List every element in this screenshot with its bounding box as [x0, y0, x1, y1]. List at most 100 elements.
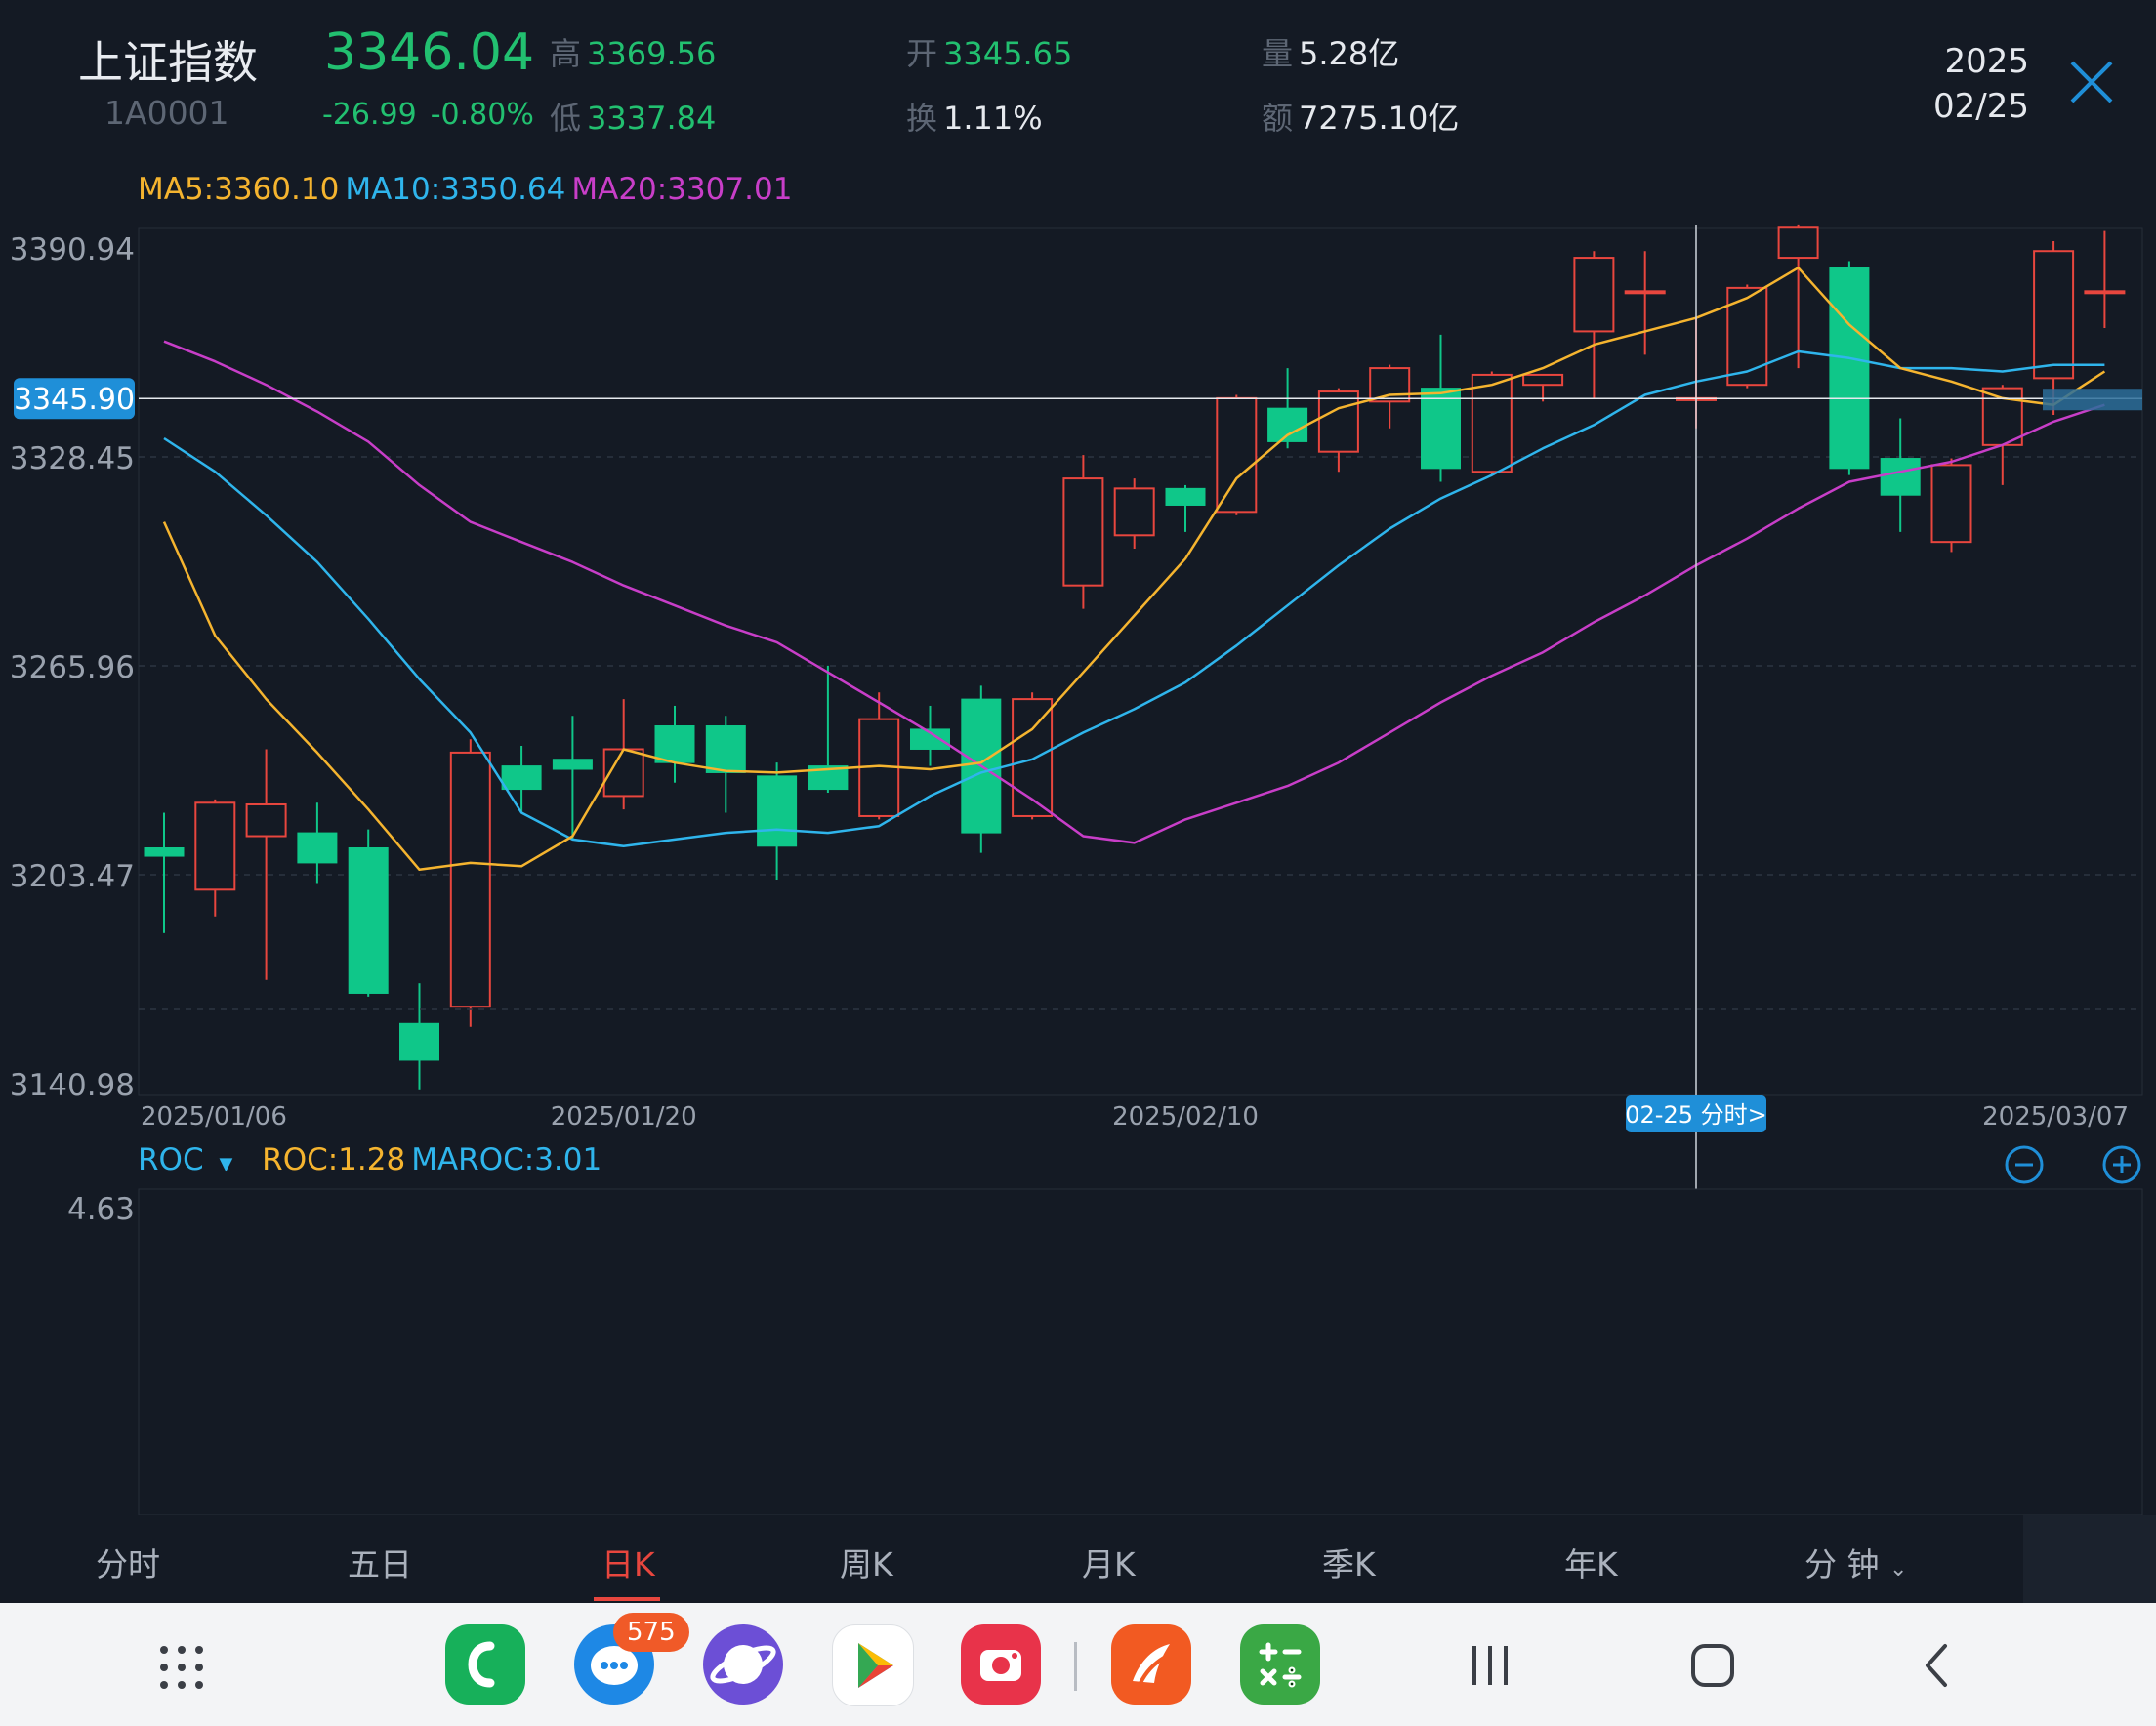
- candle-body-up: [194, 801, 236, 891]
- candle-body-up: [1113, 487, 1155, 537]
- roc-plot-area: [138, 1188, 2143, 1515]
- candle-body-down: [1165, 487, 1206, 506]
- roc-indicator-selector[interactable]: ROC ▼: [138, 1142, 238, 1177]
- candle-body-down: [808, 765, 849, 791]
- tab-monthly-k[interactable]: 月K: [1082, 1545, 1136, 1583]
- candle-body-down: [757, 775, 798, 847]
- x-tick-label: 2025/02/10: [1112, 1102, 1259, 1131]
- stat-open: 开 3345.65: [906, 29, 1072, 74]
- ma5-line: [162, 267, 2106, 872]
- current-price-marker: [2043, 389, 2142, 411]
- stat-high: 高 3369.56: [550, 29, 716, 74]
- candle-body-down: [1880, 458, 1921, 496]
- index-code: 1A0001: [104, 94, 229, 132]
- ma20-line: [163, 340, 2105, 844]
- period-tabs: 分时 五日 日K 周K 月K 季K 年K 分 钟 ⌄: [0, 1515, 2156, 1603]
- chevron-down-icon: ⌄: [1889, 1557, 1908, 1582]
- stat-amount-label: 额: [1262, 100, 1294, 137]
- stat-low-value: 3337.84: [587, 100, 717, 137]
- stat-low-label: 低: [550, 100, 582, 137]
- candle-body-down: [297, 832, 338, 864]
- back-icon[interactable]: [1920, 1642, 1955, 1693]
- play-store-icon[interactable]: [832, 1624, 914, 1706]
- stat-amount-value: 7275.10亿: [1299, 100, 1460, 137]
- zoom-out-icon[interactable]: [2004, 1144, 2045, 1189]
- candle-body-up: [2033, 250, 2075, 380]
- candle-body-down: [501, 765, 542, 791]
- stat-high-value: 3369.56: [587, 35, 717, 72]
- phone-app-icon[interactable]: [445, 1624, 525, 1705]
- ma5-legend: MA5:3360.10: [138, 172, 340, 207]
- candle-body-up: [1930, 464, 1972, 544]
- change-percent: -0.80%: [430, 98, 534, 132]
- stat-turnover-label: 换: [906, 100, 938, 137]
- candle-body-down: [1267, 407, 1308, 442]
- stat-open-value: 3345.65: [943, 35, 1073, 72]
- crosshair-price-label: 3345.90: [14, 383, 135, 417]
- candlestick-chart[interactable]: 3390.943328.453265.963203.473140.982025/…: [0, 0, 2156, 1515]
- tab-minutes-label: 分 钟: [1804, 1545, 1880, 1583]
- recents-icon[interactable]: [1469, 1642, 1512, 1693]
- android-navbar: 575: [0, 1603, 2156, 1726]
- x-tick-label: 2025/01/20: [551, 1102, 697, 1131]
- camera-app-icon[interactable]: [961, 1624, 1041, 1705]
- ma-legend: MA5:3360.10 MA10:3350.64 MA20:3307.01: [138, 172, 798, 207]
- stock-app-icon[interactable]: [1111, 1624, 1191, 1705]
- x-tick-label: 2025/01/06: [141, 1102, 287, 1131]
- candle-body-up: [1573, 257, 1615, 333]
- index-name: 上证指数: [78, 36, 258, 89]
- y-tick-label: 3140.98: [10, 1068, 135, 1103]
- roc-indicator-name: ROC: [138, 1142, 204, 1177]
- candle-body-down: [705, 725, 746, 773]
- zoom-in-icon[interactable]: [2101, 1144, 2142, 1189]
- tab-quarterly-k[interactable]: 季K: [1322, 1545, 1376, 1583]
- candle-body-down: [399, 1022, 439, 1061]
- tab-five-day[interactable]: 五日: [348, 1545, 412, 1583]
- roc-legend: ROC ▼ ROC:1.28 MAROC:3.01: [138, 1142, 607, 1177]
- candle-body-down: [910, 728, 950, 750]
- crosshair-date-label: 02-25 分时>: [1625, 1101, 1766, 1129]
- selected-date-monthday: 02/25: [1933, 87, 2029, 126]
- candle-body-up: [449, 751, 491, 1008]
- candle-body-up: [1522, 373, 1564, 387]
- candle-body-down: [144, 847, 185, 857]
- tab-weekly-k[interactable]: 周K: [840, 1545, 893, 1583]
- candle-body-up: [245, 802, 287, 838]
- ma20-legend: MA20:3307.01: [571, 172, 793, 207]
- ma10-line: [163, 349, 2105, 848]
- y-tick-label: 3328.45: [10, 441, 135, 476]
- calculator-app-icon[interactable]: [1240, 1624, 1320, 1705]
- stat-low: 低 3337.84: [550, 94, 716, 139]
- candle-body-up: [1624, 290, 1666, 295]
- selected-date: 2025 02/25: [1933, 39, 2029, 129]
- roc-value: ROC:1.28: [262, 1142, 406, 1177]
- stat-volume-value: 5.28亿: [1299, 35, 1400, 72]
- y-tick-label: 3265.96: [10, 650, 135, 685]
- selected-date-year: 2025: [1944, 42, 2029, 81]
- tab-intraday[interactable]: 分时: [96, 1545, 160, 1583]
- close-icon[interactable]: [2064, 55, 2119, 109]
- stat-volume: 量 5.28亿: [1262, 29, 1399, 74]
- y-tick-label: 3203.47: [10, 859, 135, 894]
- apps-grid-icon[interactable]: [158, 1644, 205, 1695]
- candle-body-down: [1829, 267, 1870, 470]
- candle-body-down: [654, 725, 695, 763]
- tab-minutes[interactable]: 分 钟 ⌄: [1804, 1539, 1907, 1585]
- crosshair-price-tag: [14, 378, 135, 420]
- x-tick-label: 2025/03/07: [1982, 1102, 2129, 1131]
- browser-app-icon[interactable]: [703, 1624, 783, 1705]
- tabs-settings-area[interactable]: [2023, 1515, 2156, 1603]
- candle-body-up: [1981, 387, 2023, 446]
- crosshair-date-tag: [1626, 1095, 1766, 1132]
- candle-body-down: [348, 847, 389, 994]
- stat-turnover-value: 1.11%: [943, 100, 1043, 137]
- candle-body-down: [552, 759, 593, 770]
- candle-body-up: [1471, 373, 1513, 473]
- home-icon[interactable]: [1689, 1642, 1736, 1693]
- stat-open-label: 开: [906, 35, 938, 72]
- stat-turnover: 换 1.11%: [906, 94, 1043, 139]
- stat-high-label: 高: [550, 35, 582, 72]
- active-tab-indicator: [594, 1597, 660, 1601]
- tab-yearly-k[interactable]: 年K: [1564, 1545, 1618, 1583]
- tab-daily-k[interactable]: 日K: [601, 1545, 655, 1583]
